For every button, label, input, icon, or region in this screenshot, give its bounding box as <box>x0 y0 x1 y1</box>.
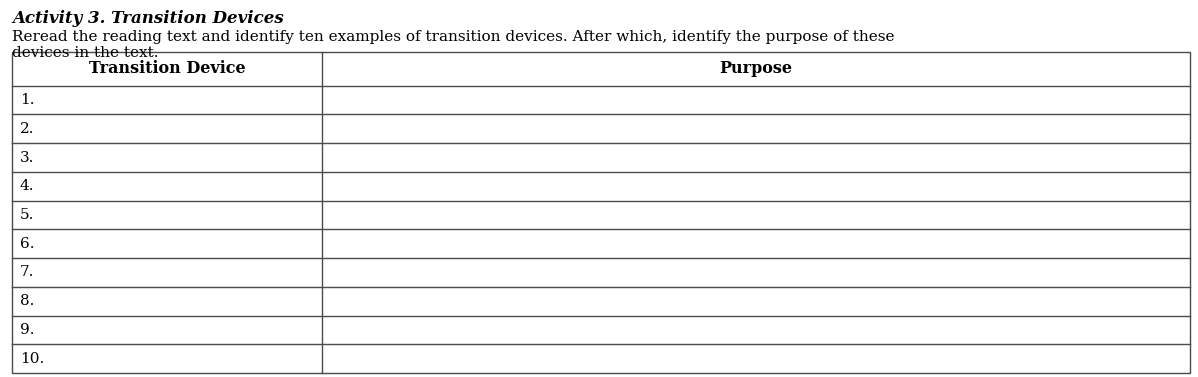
Text: 3.: 3. <box>20 150 35 164</box>
Text: 2.: 2. <box>20 122 35 136</box>
Text: 7.: 7. <box>20 265 35 279</box>
Text: Reread the reading text and identify ten examples of transition devices. After w: Reread the reading text and identify ten… <box>12 30 895 44</box>
Text: 10.: 10. <box>20 352 44 366</box>
Text: 8.: 8. <box>20 294 35 308</box>
Text: 6.: 6. <box>20 237 35 251</box>
Text: 1.: 1. <box>20 93 35 107</box>
Text: 9.: 9. <box>20 323 35 337</box>
Text: Transition Device: Transition Device <box>89 60 246 77</box>
Text: devices in the text.: devices in the text. <box>12 46 158 60</box>
Text: 5.: 5. <box>20 208 35 222</box>
Text: 4.: 4. <box>20 179 35 193</box>
Text: Purpose: Purpose <box>720 60 792 77</box>
Bar <box>12 52 1190 373</box>
Text: Activity 3. Transition Devices: Activity 3. Transition Devices <box>12 10 284 27</box>
